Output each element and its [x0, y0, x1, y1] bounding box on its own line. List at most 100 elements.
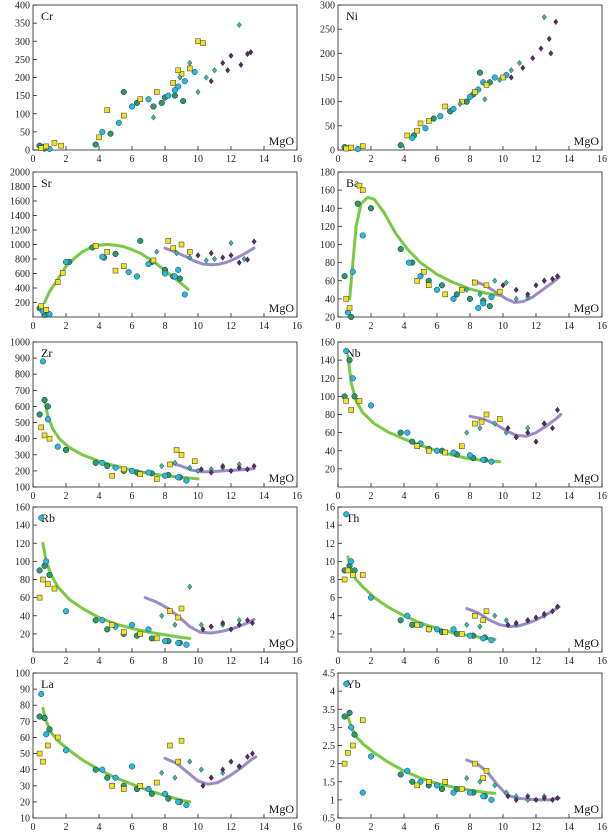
x-tick-label: 16 [597, 321, 607, 332]
y-tick-label: 4 [330, 687, 335, 698]
data-point-circle-cyan [145, 469, 152, 476]
x-tick-label: 12 [531, 154, 541, 165]
data-point-diamond-purple [220, 462, 226, 470]
y-tick-label: 50 [20, 127, 30, 138]
data-point-diamond-purple [236, 259, 242, 266]
data-point-diamond-purple [550, 424, 555, 432]
data-point-diamond-purple [245, 256, 250, 263]
x-tick-label: 2 [369, 154, 374, 165]
data-point-diamond-teal [457, 100, 463, 108]
y-tick-label: 30 [20, 781, 30, 792]
data-point-circle-green [171, 92, 178, 99]
data-point-circle-cyan [145, 96, 152, 103]
data-point-diamond-purple [546, 35, 552, 42]
data-point-square-yellow [496, 288, 503, 295]
x-tick-label: 4 [97, 491, 102, 502]
data-point-square-yellow [343, 296, 349, 302]
data-point-circle-cyan [128, 467, 136, 474]
x-tick-label: 10 [193, 822, 203, 833]
data-point-diamond-teal [212, 67, 217, 74]
data-point-diamond-purple [538, 45, 544, 52]
data-point-circle-cyan [128, 103, 136, 110]
data-point-circle-green [44, 403, 51, 410]
x-tick-label: 8 [163, 154, 168, 165]
y-tick-label: 180 [320, 168, 335, 179]
data-point-circle-green [148, 635, 155, 642]
x-tick-label: 2 [369, 656, 374, 667]
data-point-diamond-purple [245, 466, 250, 473]
data-point-circle-cyan [62, 258, 70, 265]
element-label: Ni [346, 9, 359, 23]
data-point-circle-cyan [367, 402, 375, 409]
data-point-circle-green [409, 438, 416, 445]
data-point-circle-cyan [171, 273, 178, 280]
data-point-square-yellow [191, 458, 198, 464]
data-point-square-yellow [178, 71, 185, 77]
data-point-diamond-teal [477, 778, 483, 785]
y-tick-label: 4 [330, 611, 335, 622]
data-point-diamond-purple [548, 50, 554, 57]
data-point-circle-green [409, 621, 416, 628]
data-point-circle-green [367, 205, 375, 212]
data-point-square-yellow [426, 118, 432, 124]
data-point-diamond-purple [238, 61, 244, 68]
data-point-circle-cyan [343, 680, 350, 687]
data-point-circle-cyan [38, 514, 45, 521]
data-point-square-yellow [121, 112, 127, 119]
data-point-square-yellow [360, 143, 366, 149]
x-tick-label: 0 [31, 321, 36, 332]
x-tick-label: 2 [369, 491, 374, 502]
data-point-square-yellow [45, 581, 51, 587]
data-point-circle-cyan [133, 273, 140, 280]
data-point-diamond-teal [464, 286, 470, 293]
data-point-circle-cyan [128, 621, 136, 628]
data-point-square-yellow [356, 182, 363, 189]
x-tick-label: 10 [193, 321, 203, 332]
data-point-square-yellow [345, 750, 351, 756]
data-point-diamond-purple [220, 59, 226, 67]
data-point-square-yellow [170, 80, 176, 86]
x-tick-label: 16 [597, 656, 607, 667]
x-tick-label: 12 [531, 656, 541, 667]
data-point-square-yellow [472, 420, 478, 427]
data-point-diamond-teal [508, 67, 514, 74]
purple-trend-curve [468, 413, 563, 438]
data-point-diamond-purple [533, 796, 539, 803]
data-point-circle-cyan [450, 626, 457, 633]
data-point-square-yellow [167, 742, 173, 749]
panel-ni: 0 2 4 6 8 10 12 14 16 0 50 100 150 200 250 300 Ni MgO [320, 1, 607, 166]
data-point-circle-green [438, 785, 446, 793]
y-tick-label: 80 [325, 258, 335, 269]
data-point-square-yellow [496, 416, 503, 422]
data-point-square-yellow [104, 249, 110, 255]
data-point-diamond-teal [464, 775, 470, 782]
y-tick-label: 100 [320, 392, 335, 403]
data-point-diamond-teal [187, 464, 193, 471]
data-point-square-yellow [40, 758, 46, 765]
data-point-square-yellow [483, 282, 490, 289]
data-point-diamond-purple [513, 434, 519, 441]
x-tick-label: 10 [193, 491, 203, 502]
data-point-diamond-purple [245, 753, 250, 760]
x-tick-label: 16 [292, 656, 302, 667]
data-point-circle-cyan [475, 304, 482, 311]
data-point-circle-green [104, 463, 111, 470]
element-label: Rb [41, 511, 55, 525]
data-point-circle-cyan [343, 511, 350, 518]
data-point-circle-cyan [359, 232, 366, 239]
x-tick-label: 4 [402, 491, 407, 502]
data-point-square-yellow [173, 447, 180, 453]
y-tick-label: 10 [20, 814, 30, 825]
x-tick-label: 4 [402, 822, 407, 833]
data-point-diamond-purple [533, 438, 539, 445]
data-point-circle-cyan [145, 785, 152, 793]
data-point-circle-green [137, 237, 144, 244]
data-point-circle-green [158, 99, 165, 106]
data-point-square-yellow [442, 779, 448, 785]
x-tick-label: 10 [498, 154, 508, 165]
y-tick-label: 12 [325, 539, 335, 550]
y-tick-label: 1.5 [323, 777, 336, 788]
x-tick-label: 12 [226, 656, 236, 667]
data-point-square-yellow [109, 783, 115, 789]
x-tick-label: 6 [435, 321, 440, 332]
